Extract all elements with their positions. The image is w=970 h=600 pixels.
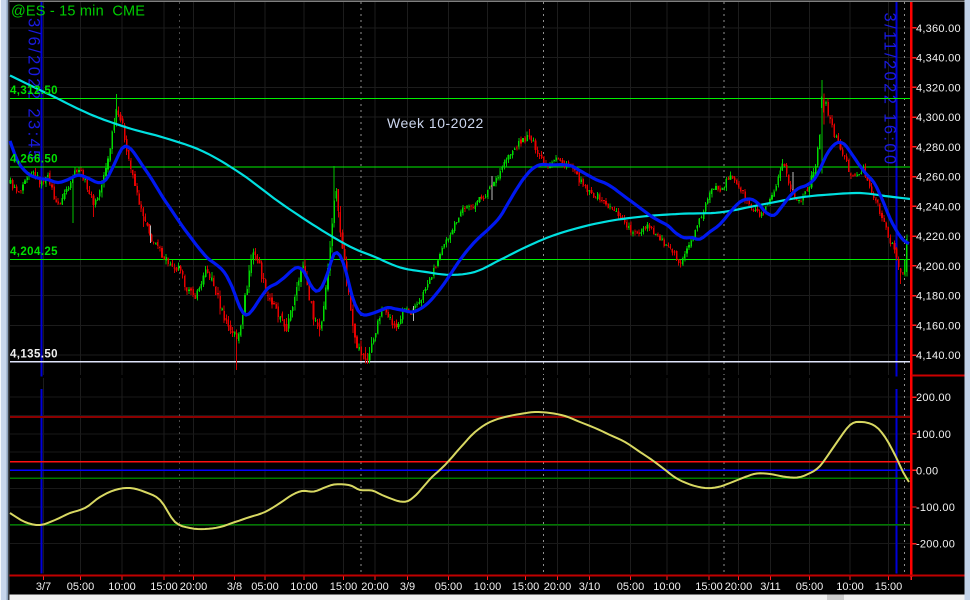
svg-text:15:00: 15:00	[150, 581, 178, 593]
svg-text:20:00: 20:00	[361, 581, 389, 593]
svg-text:4,360.00: 4,360.00	[916, 23, 961, 35]
svg-text:100.00: 100.00	[916, 429, 951, 441]
svg-text:-200.00: -200.00	[916, 539, 955, 551]
svg-text:3/10: 3/10	[579, 581, 600, 593]
svg-text:10:00: 10:00	[108, 581, 136, 593]
svg-text:4,200.00: 4,200.00	[916, 261, 961, 273]
svg-text:4,280.00: 4,280.00	[916, 142, 961, 154]
svg-text:0.00: 0.00	[916, 465, 938, 477]
svg-text:10:00: 10:00	[836, 581, 864, 593]
svg-text:15:00: 15:00	[695, 581, 723, 593]
svg-text:15:00: 15:00	[330, 581, 358, 593]
svg-text:20:00: 20:00	[180, 581, 208, 593]
svg-text:4,312.50: 4,312.50	[10, 85, 58, 97]
svg-text:10:00: 10:00	[653, 581, 681, 593]
svg-text:15:00: 15:00	[875, 581, 903, 593]
svg-text:3/8: 3/8	[227, 581, 242, 593]
svg-text:4,240.00: 4,240.00	[916, 201, 961, 213]
svg-text:-100.00: -100.00	[916, 502, 955, 514]
svg-text:3/9: 3/9	[400, 581, 415, 593]
svg-text:4,140.00: 4,140.00	[916, 350, 961, 362]
svg-text:4,180.00: 4,180.00	[916, 291, 961, 303]
svg-text:4,220.00: 4,220.00	[916, 231, 961, 243]
svg-text:05:00: 05:00	[251, 581, 279, 593]
svg-text:05:00: 05:00	[67, 581, 95, 593]
svg-text:05:00: 05:00	[796, 581, 824, 593]
svg-text:4,340.00: 4,340.00	[916, 53, 961, 65]
svg-text:Week 10-2022: Week 10-2022	[387, 115, 484, 131]
svg-text:15:00: 15:00	[512, 581, 540, 593]
svg-text:4,300.00: 4,300.00	[916, 112, 961, 124]
svg-text:@ES - 15 min CME: @ES - 15 min CME	[11, 4, 145, 20]
svg-text:3/6/2022 23:45: 3/6/2022 23:45	[25, 18, 43, 162]
svg-text:4,266.50: 4,266.50	[10, 154, 58, 166]
svg-text:4,260.00: 4,260.00	[916, 172, 961, 184]
svg-text:05:00: 05:00	[617, 581, 645, 593]
svg-text:4,204.25: 4,204.25	[10, 246, 58, 258]
svg-text:200.00: 200.00	[916, 392, 951, 404]
svg-text:3/11/2022 16:00: 3/11/2022 16:00	[881, 13, 899, 167]
svg-text:3/7: 3/7	[36, 581, 51, 593]
svg-text:10:00: 10:00	[474, 581, 502, 593]
svg-text:3/11: 3/11	[760, 581, 781, 593]
svg-text:20:00: 20:00	[544, 581, 572, 593]
svg-text:4,160.00: 4,160.00	[916, 320, 961, 332]
svg-text:4,135.50: 4,135.50	[10, 348, 58, 360]
svg-text:05:00: 05:00	[435, 581, 463, 593]
svg-text:20:00: 20:00	[725, 581, 753, 593]
svg-text:4,320.00: 4,320.00	[916, 82, 961, 94]
svg-text:10:00: 10:00	[290, 581, 318, 593]
